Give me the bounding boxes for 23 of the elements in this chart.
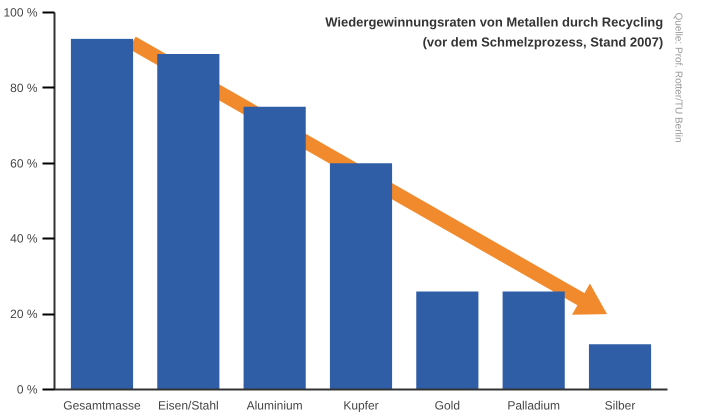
x-tick-label: Kupfer [343,398,379,412]
y-tick-label: 80 % [10,80,38,95]
x-tick-label: Gold [434,398,460,412]
y-tick-label: 0 % [16,382,38,396]
text: (vor dem Schmelzprozess, Stand 2007) [422,34,664,50]
bar [588,344,652,390]
bar [330,163,392,390]
y-tick-label: 100 % [3,6,38,20]
bar [244,106,306,390]
y-tick-label: 20 % [10,307,38,322]
x-tick-label: Palladium [507,398,560,412]
x-tick-label: Gesamtmasse [63,398,141,412]
y-tick-label: 60 % [10,156,38,170]
bar [70,38,134,390]
bar [502,291,565,390]
x-tick-label: Aluminium [246,398,303,412]
x-tick-label: Eisen/Stahl [158,398,219,412]
bar [157,54,220,390]
source-note: Quelle: Prof. Rotter/TU Berlin [672,12,684,143]
y-tick-label: 40 % [10,232,38,246]
x-tick-label: Silber [604,398,636,412]
bar [416,291,478,390]
chart-title: Wiedergewinnungsraten von Metallen durch Recycling [325,14,664,30]
